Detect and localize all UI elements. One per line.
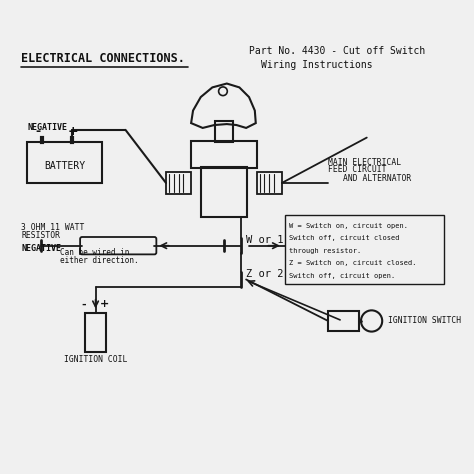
Bar	[285, 215, 444, 284]
Text: FEED CIRCUIT: FEED CIRCUIT	[328, 165, 387, 174]
Text: RESISTOR: RESISTOR	[21, 231, 60, 240]
Bar	[85, 313, 106, 352]
Text: Z = Switch on, circuit closed.: Z = Switch on, circuit closed.	[289, 260, 416, 266]
Bar	[166, 173, 191, 193]
Bar	[201, 166, 247, 217]
Bar	[191, 141, 257, 168]
Text: Wiring Instructions: Wiring Instructions	[261, 60, 372, 70]
Text: W or 1: W or 1	[246, 235, 283, 245]
Text: W = Switch on, circuit open.: W = Switch on, circuit open.	[289, 222, 408, 228]
Text: 3 OHM 11 WATT: 3 OHM 11 WATT	[21, 223, 85, 232]
Text: BATTERY: BATTERY	[44, 161, 85, 171]
Text: AND ALTERNATOR: AND ALTERNATOR	[343, 174, 411, 183]
Text: IGNITION COIL: IGNITION COIL	[64, 355, 127, 364]
Bar	[215, 121, 233, 142]
Bar	[328, 311, 359, 331]
Text: ELECTRICAL CONNECTIONS.: ELECTRICAL CONNECTIONS.	[21, 52, 185, 65]
Text: either direction.: either direction.	[60, 256, 138, 265]
Text: Z or 2: Z or 2	[246, 269, 283, 279]
Text: through resistor.: through resistor.	[289, 247, 361, 254]
Text: Part No. 4430 - Cut off Switch: Part No. 4430 - Cut off Switch	[249, 46, 425, 55]
Bar	[257, 173, 282, 193]
Text: +: +	[100, 300, 109, 310]
Text: NEGATIVE: NEGATIVE	[27, 123, 67, 132]
Text: -: -	[36, 125, 41, 137]
Text: NEGATIVE: NEGATIVE	[21, 245, 61, 254]
Text: Can be wired in: Can be wired in	[60, 248, 129, 257]
Text: IGNITION SWITCH: IGNITION SWITCH	[388, 317, 461, 326]
Text: Switch off, circuit closed: Switch off, circuit closed	[289, 235, 399, 241]
Text: +: +	[68, 125, 78, 137]
Text: -: -	[81, 300, 86, 310]
Text: Switch off, circuit open.: Switch off, circuit open.	[289, 273, 395, 279]
Text: MAIN ELECTRICAL: MAIN ELECTRICAL	[328, 158, 401, 166]
Bar	[27, 142, 102, 183]
